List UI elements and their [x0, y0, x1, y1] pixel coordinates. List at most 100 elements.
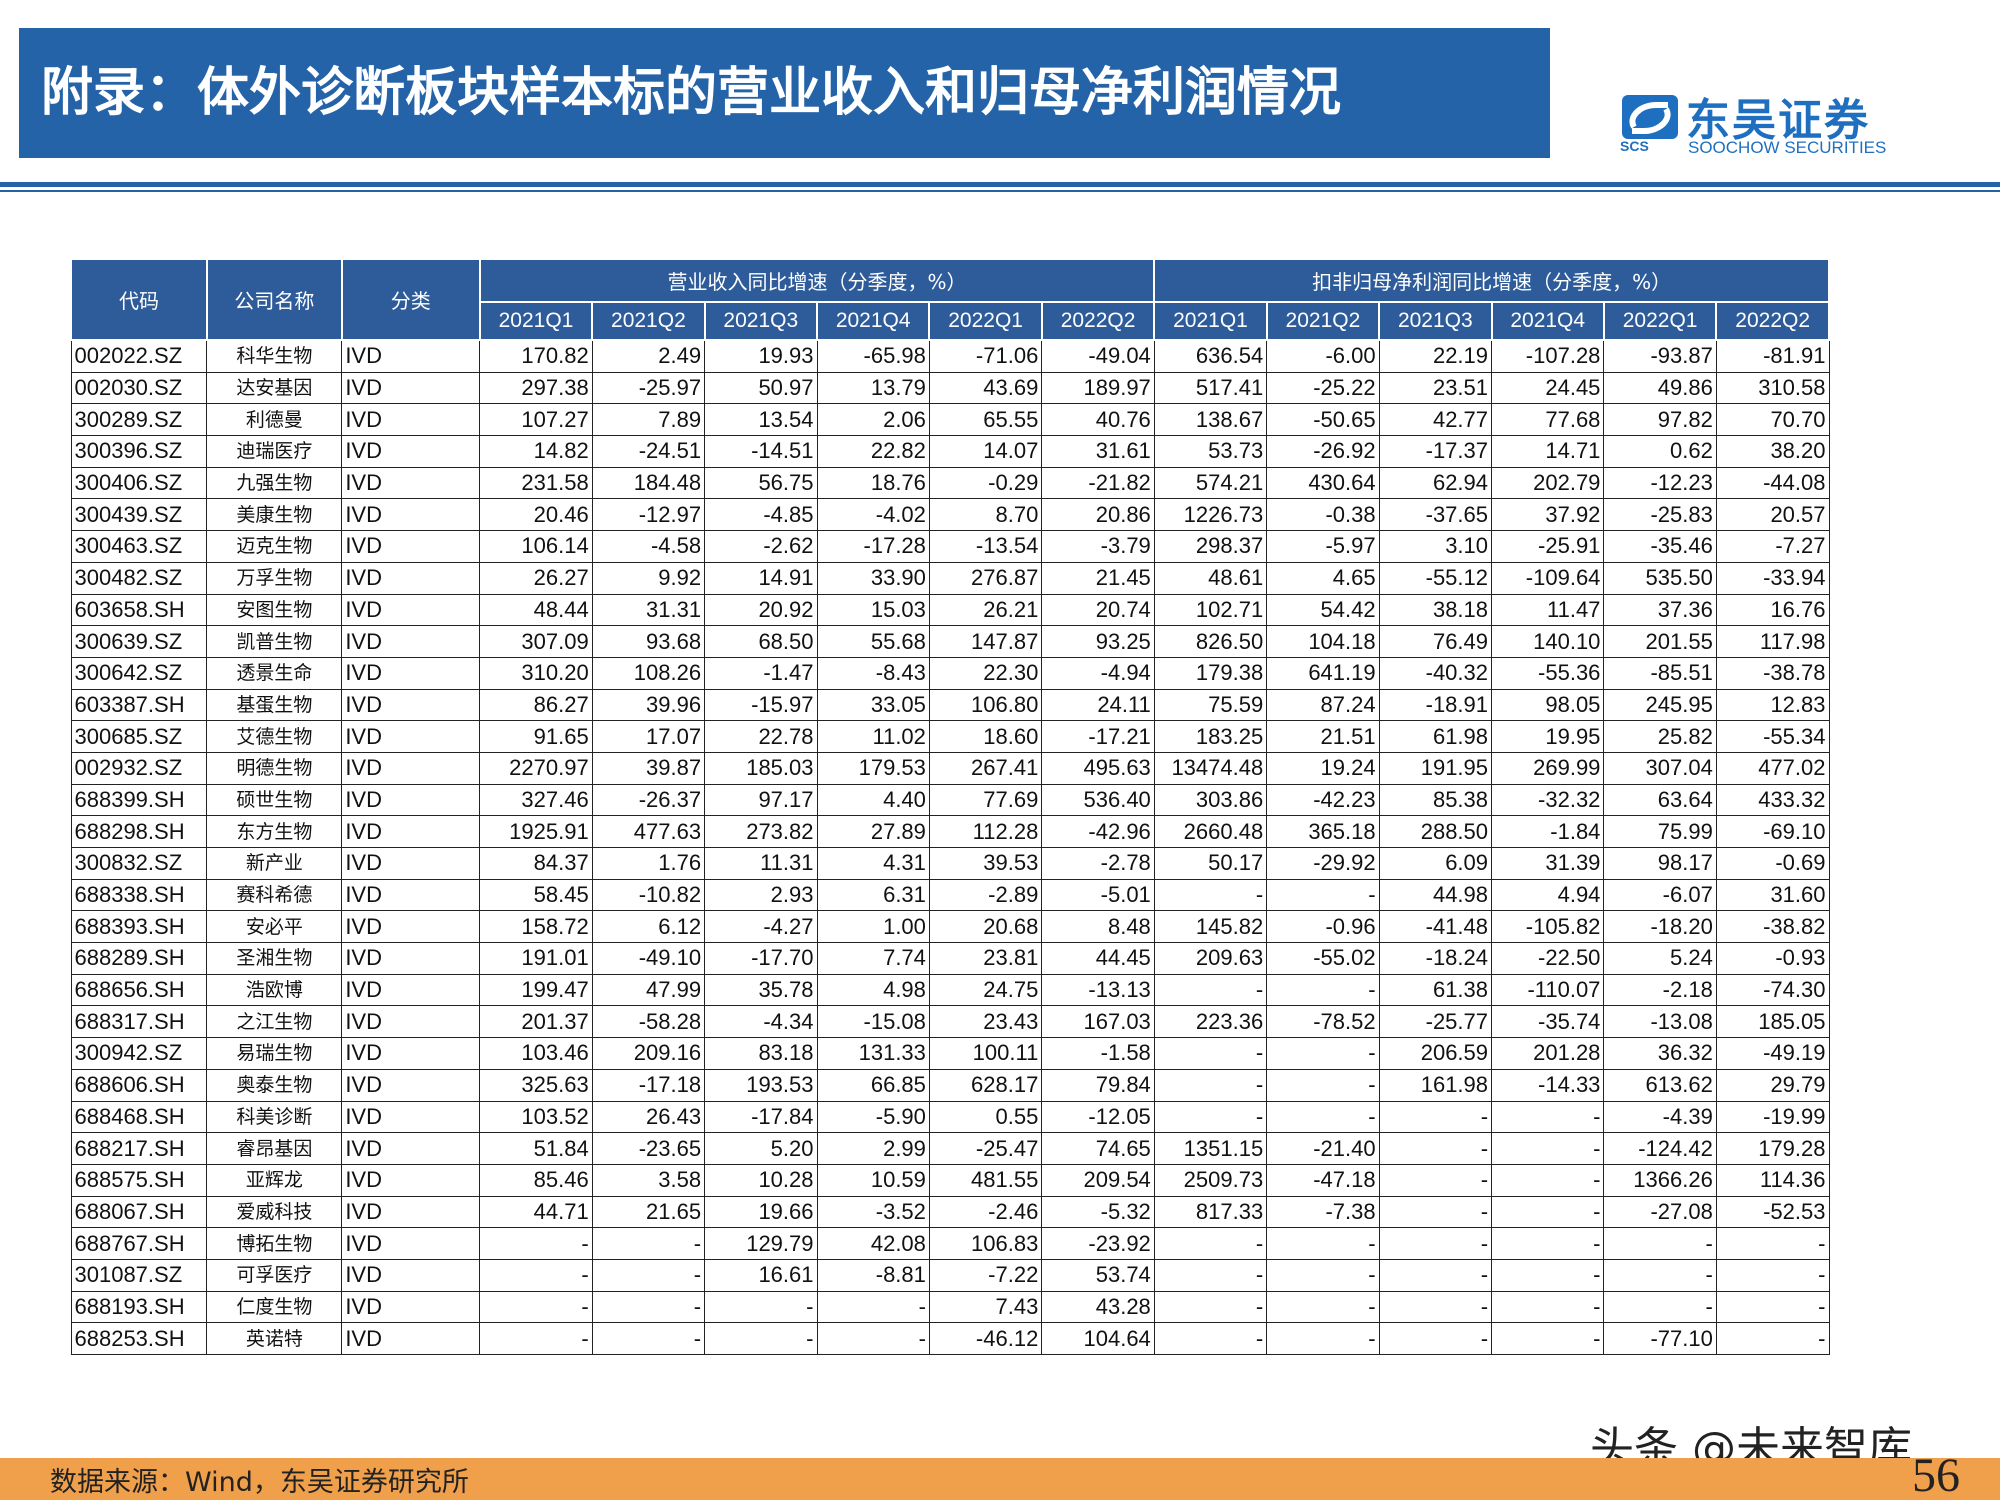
revenue-growth-cell: -3.52 — [816, 1195, 930, 1229]
company-name-cell: 博拓生物 — [206, 1227, 343, 1260]
profit-growth-cell: -77.10 — [1603, 1322, 1717, 1355]
profit-growth-cell: 44.98 — [1378, 878, 1493, 912]
revenue-growth-cell: 65.55 — [928, 403, 1043, 437]
category-cell: IVD — [341, 1132, 481, 1165]
profit-growth-cell: 613.62 — [1603, 1068, 1717, 1102]
company-name-cell: 睿昂基因 — [206, 1132, 343, 1165]
revenue-growth-cell: 58.45 — [479, 878, 593, 912]
profit-growth-cell: -6.07 — [1603, 878, 1717, 912]
profit-growth-cell: - — [1491, 1227, 1605, 1260]
profit-growth-cell: 430.64 — [1266, 466, 1380, 500]
revenue-growth-cell: 536.40 — [1041, 783, 1155, 817]
category-cell: IVD — [341, 1163, 481, 1197]
category-cell: IVD — [341, 1100, 481, 1134]
profit-growth-cell: 97.82 — [1603, 403, 1717, 437]
revenue-growth-cell: 20.92 — [704, 593, 818, 627]
stock-code-cell: 300642.SZ — [70, 656, 208, 690]
table-row: 300685.SZ 艾德生物 IVD 91.65 17.07 22.78 11.02 18.6… — [70, 720, 1830, 753]
stock-code-cell: 603387.SH — [70, 688, 208, 722]
revenue-growth-cell: -25.47 — [928, 1132, 1043, 1165]
category-cell: IVD — [341, 625, 481, 658]
revenue-growth-cell: 26.43 — [591, 1100, 706, 1134]
logo-abbreviation: SCS — [1620, 138, 1649, 154]
revenue-growth-cell: -4.58 — [591, 530, 706, 563]
profit-growth-cell: -69.10 — [1715, 815, 1830, 848]
revenue-growth-cell: -5.90 — [816, 1100, 930, 1134]
profit-growth-cell: -12.23 — [1603, 466, 1717, 500]
revenue-growth-cell: 7.74 — [816, 942, 930, 975]
profit-growth-cell: 4.65 — [1266, 561, 1380, 595]
company-name-cell: 达安基因 — [206, 371, 343, 405]
revenue-growth-cell: 79.84 — [1041, 1068, 1155, 1102]
revenue-growth-cell: 131.33 — [816, 1037, 930, 1070]
revenue-growth-cell: 47.99 — [591, 973, 706, 1007]
revenue-growth-cell: 39.53 — [928, 847, 1043, 880]
header-rev-quarter: 2021Q4 — [815, 301, 931, 341]
profit-growth-cell: - — [1378, 1132, 1493, 1165]
category-cell: IVD — [341, 1290, 481, 1324]
revenue-growth-cell: 22.30 — [928, 656, 1043, 690]
revenue-growth-cell: -17.70 — [704, 942, 818, 975]
revenue-growth-cell: -46.12 — [928, 1322, 1043, 1355]
revenue-growth-cell: -65.98 — [816, 338, 930, 373]
profit-growth-cell: 50.17 — [1153, 847, 1268, 880]
profit-growth-cell: 98.05 — [1491, 688, 1605, 722]
revenue-growth-cell: 7.89 — [591, 403, 706, 437]
profit-growth-cell: 21.51 — [1266, 720, 1380, 753]
stock-code-cell: 300396.SZ — [70, 435, 208, 468]
revenue-growth-cell: - — [479, 1227, 593, 1260]
table-row: 688317.SH 之江生物 IVD 201.37 -58.28 -4.34 -15.08 2… — [70, 1005, 1830, 1039]
revenue-growth-cell: -12.97 — [591, 498, 706, 532]
category-cell: IVD — [341, 751, 481, 785]
revenue-growth-cell: 209.16 — [591, 1037, 706, 1070]
profit-growth-cell: 25.82 — [1603, 720, 1717, 753]
header-rule — [0, 182, 2000, 187]
category-cell: IVD — [341, 561, 481, 595]
revenue-growth-cell: -3.79 — [1041, 530, 1155, 563]
revenue-growth-cell: 91.65 — [479, 720, 593, 753]
company-name-cell: 迈克生物 — [206, 530, 343, 563]
revenue-growth-cell: 158.72 — [479, 910, 593, 944]
revenue-growth-cell: 276.87 — [928, 561, 1043, 595]
profit-growth-cell: -25.91 — [1491, 530, 1605, 563]
category-cell: IVD — [341, 371, 481, 405]
profit-growth-cell: -5.97 — [1266, 530, 1380, 563]
revenue-growth-cell: -24.51 — [591, 435, 706, 468]
revenue-growth-cell: 10.59 — [816, 1163, 930, 1197]
revenue-growth-cell: 19.93 — [704, 338, 818, 373]
profit-growth-cell: 13474.48 — [1153, 751, 1268, 785]
profit-growth-cell: 826.50 — [1153, 625, 1268, 658]
revenue-growth-cell: - — [591, 1290, 706, 1324]
table-row: 301087.SZ 可孚医疗 IVD - -16.61 -8.81 -7.22 53.74- -… — [70, 1258, 1830, 1292]
revenue-growth-cell: 68.50 — [704, 625, 818, 658]
profit-growth-cell: -25.22 — [1266, 371, 1380, 405]
revenue-growth-cell: 8.48 — [1041, 910, 1155, 944]
profit-growth-cell: -18.24 — [1378, 942, 1493, 975]
revenue-growth-cell: 93.25 — [1041, 625, 1155, 658]
stock-code-cell: 688338.SH — [70, 878, 208, 912]
revenue-growth-cell: 107.27 — [479, 403, 593, 437]
profit-growth-cell: 140.10 — [1491, 625, 1605, 658]
profit-growth-cell: 12.83 — [1715, 688, 1830, 722]
category-cell: IVD — [341, 1005, 481, 1039]
revenue-growth-cell: 43.69 — [928, 371, 1043, 405]
profit-growth-cell: -49.19 — [1715, 1037, 1830, 1070]
profit-growth-cell: -107.28 — [1491, 338, 1605, 373]
profit-growth-cell: 19.95 — [1491, 720, 1605, 753]
company-name-cell: 凯普生物 — [206, 625, 343, 658]
category-cell: IVD — [341, 720, 481, 753]
revenue-growth-cell: 21.45 — [1041, 561, 1155, 595]
revenue-growth-cell: -4.85 — [704, 498, 818, 532]
profit-growth-cell: 62.94 — [1378, 466, 1493, 500]
revenue-growth-cell: -23.65 — [591, 1132, 706, 1165]
table-row: 300642.SZ 透景生命 IVD 310.20 108.26 -1.47 -8.43 22… — [70, 656, 1830, 690]
profit-growth-cell: -52.53 — [1715, 1195, 1830, 1229]
company-name-cell: 万孚生物 — [206, 561, 343, 595]
revenue-growth-cell: -5.32 — [1041, 1195, 1155, 1229]
profit-growth-cell: -110.07 — [1491, 973, 1605, 1007]
profit-growth-cell: -38.78 — [1715, 656, 1830, 690]
profit-growth-cell: 202.79 — [1491, 466, 1605, 500]
header-profit-quarter: 2022Q1 — [1602, 301, 1718, 341]
header-profit-quarter: 2022Q2 — [1715, 301, 1830, 341]
revenue-growth-cell: -13.13 — [1041, 973, 1155, 1007]
